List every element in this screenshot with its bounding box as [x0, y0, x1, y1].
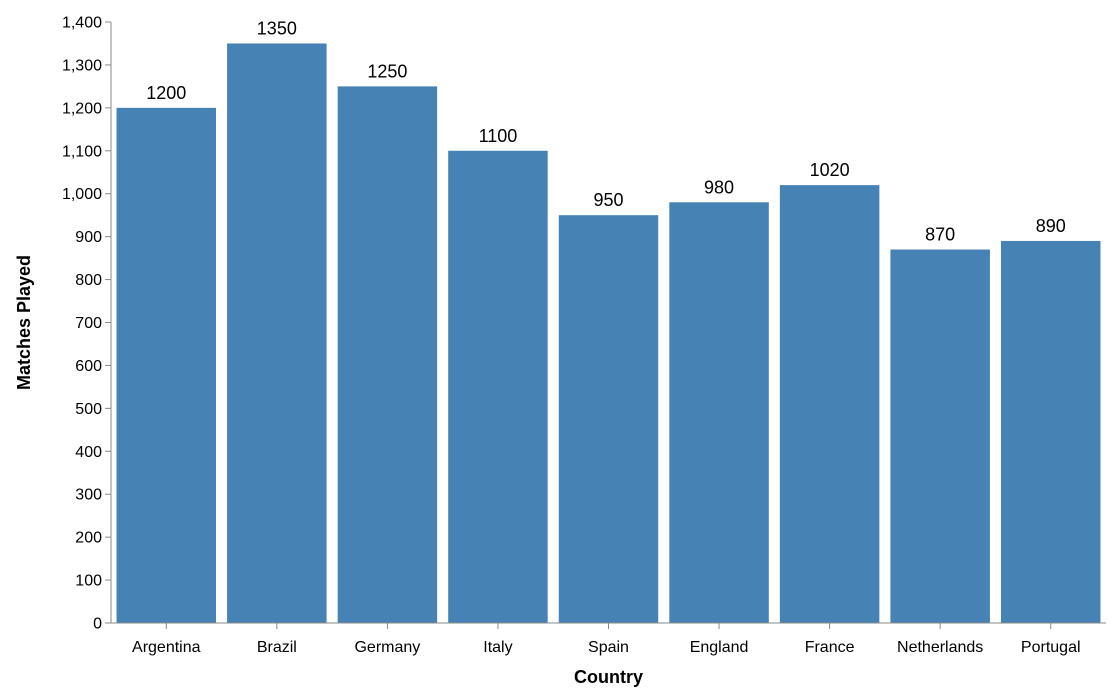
y-tick-label: 1,200	[62, 100, 102, 117]
y-tick-label: 1,400	[62, 15, 102, 32]
y-axis-title: Matches Played	[14, 255, 34, 390]
data-label-france: 1020	[810, 160, 850, 180]
y-tick-label: 1,000	[62, 186, 102, 203]
x-tick-label-germany: Germany	[354, 639, 420, 656]
y-tick-label: 1,300	[62, 57, 102, 74]
x-axis-title: Country	[574, 667, 643, 687]
y-tick-label: 700	[75, 315, 102, 332]
y-tick-label: 400	[75, 444, 102, 461]
x-tick-label-netherlands: Netherlands	[897, 639, 983, 656]
data-labels: 1200 1350 1250 1100 950 980 1020 870 890	[146, 18, 1065, 244]
bar-england	[669, 202, 769, 624]
x-tick-label-portugal: Portugal	[1021, 639, 1081, 656]
y-tick-label: 1,100	[62, 143, 102, 160]
x-tick-label-argentina: Argentina	[132, 639, 201, 656]
bar-portugal	[1000, 240, 1101, 623]
y-tick-label: 500	[75, 401, 102, 418]
y-axis-ticks: 0 100 200 300 400 500 600 700 800 900 1,000 1,100 1,…	[62, 15, 111, 633]
bar-argentina	[116, 107, 217, 624]
bar-spain	[558, 215, 659, 623]
bars	[116, 43, 1101, 624]
y-tick-label: 900	[75, 229, 102, 246]
x-tick-label-france: France	[805, 639, 855, 656]
x-tick-label-italy: Italy	[483, 639, 512, 656]
bar-germany	[337, 86, 438, 623]
data-label-netherlands: 870	[925, 225, 955, 245]
data-label-argentina: 1200	[146, 83, 186, 103]
x-axis-ticks: Argentina Brazil Germany Italy Spain England F…	[132, 623, 1081, 656]
data-label-italy: 1100	[479, 126, 518, 146]
y-tick-label: 300	[75, 487, 102, 504]
bar-france	[779, 185, 880, 623]
y-tick-label: 800	[75, 272, 102, 289]
x-tick-label-england: England	[690, 639, 749, 656]
data-label-spain: 950	[593, 190, 623, 210]
data-label-germany: 1250	[367, 61, 407, 81]
data-label-england: 980	[704, 177, 734, 197]
x-tick-label-spain: Spain	[588, 639, 629, 656]
bar-brazil	[227, 43, 327, 623]
y-tick-label: 0	[93, 616, 102, 633]
bar-netherlands	[890, 249, 990, 623]
x-tick-label-brazil: Brazil	[257, 639, 297, 656]
data-label-portugal: 890	[1036, 216, 1066, 236]
data-label-brazil: 1350	[257, 18, 297, 38]
y-tick-label: 100	[75, 573, 102, 590]
bar-italy	[448, 150, 548, 624]
y-tick-label: 200	[75, 530, 102, 547]
y-tick-label: 600	[75, 358, 102, 375]
